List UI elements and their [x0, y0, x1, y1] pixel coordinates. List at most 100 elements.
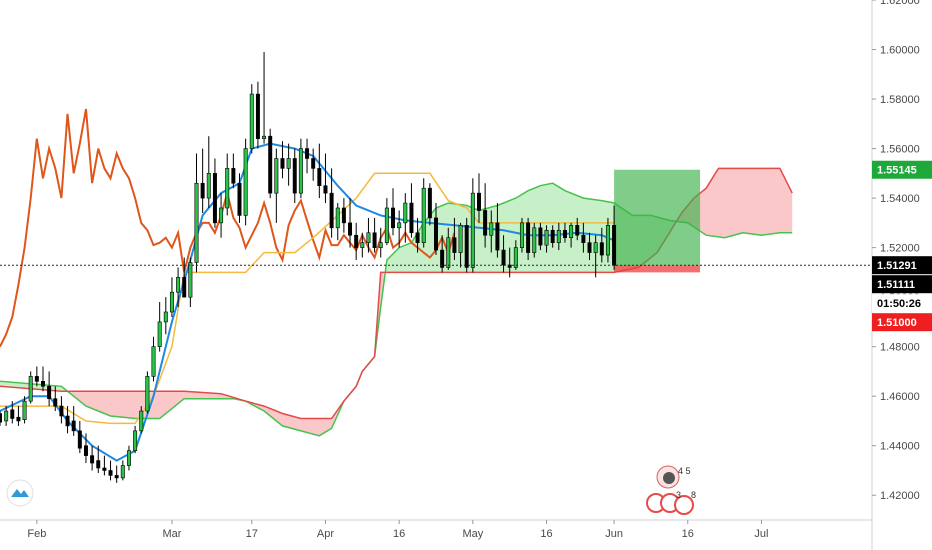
candle-down — [212, 173, 217, 224]
price-tag — [872, 313, 932, 332]
candle-up — [458, 225, 463, 253]
candlestick-series — [0, 52, 617, 483]
tradingview-logo[interactable] — [6, 479, 34, 507]
candle-up — [157, 321, 162, 347]
candle-up — [384, 207, 389, 243]
candle-down — [305, 148, 310, 159]
candle-down — [255, 93, 260, 139]
candle-up — [139, 410, 144, 432]
candle-up — [421, 187, 426, 243]
candle-down — [587, 242, 592, 253]
candle-down — [329, 192, 334, 229]
candle-up — [519, 222, 524, 248]
candle-up — [513, 247, 518, 268]
price-tag-label: 01:50:26 — [877, 298, 921, 310]
candle-up — [176, 277, 181, 293]
candle-up — [4, 410, 9, 422]
stop-loss-zone — [614, 265, 701, 273]
svg-text:3: 3 — [676, 490, 681, 500]
candle-down — [10, 409, 15, 419]
candle-down — [96, 460, 101, 469]
candle-up — [593, 242, 598, 253]
candle-down — [292, 158, 297, 194]
candle-down — [550, 229, 555, 243]
x-tick-label: May — [462, 528, 483, 540]
candle-down — [77, 430, 82, 449]
y-tick-label: 1.54000 — [880, 193, 920, 205]
price-tag-label: 1.55145 — [877, 165, 917, 177]
candle-down — [237, 182, 242, 216]
candle-up — [206, 173, 211, 199]
candle-up — [219, 207, 224, 224]
candle-down — [495, 222, 500, 251]
candle-up — [446, 237, 451, 268]
candle-down — [391, 207, 396, 229]
candle-down — [317, 168, 322, 187]
candle-up — [556, 229, 561, 243]
candle-down — [483, 210, 488, 236]
candle-up — [145, 376, 150, 412]
candle-up — [225, 168, 230, 209]
candle-down — [108, 470, 113, 476]
candle-up — [605, 225, 610, 256]
candle-up — [188, 262, 193, 298]
candle-down — [434, 217, 438, 251]
candle-up — [22, 400, 27, 421]
candle-down — [16, 416, 21, 422]
candle-down — [280, 158, 285, 169]
candle-down — [268, 135, 273, 194]
candle-down — [415, 232, 420, 243]
candle-down — [452, 237, 457, 253]
price-axis[interactable]: 1.420001.440001.460001.480001.500001.520… — [871, 0, 920, 550]
candle-up — [274, 158, 279, 194]
cloud-bear-region — [677, 168, 793, 238]
candle-up — [169, 291, 174, 313]
candle-up — [286, 158, 291, 169]
y-tick-label: 1.60000 — [880, 45, 920, 57]
x-tick-label: 16 — [393, 528, 405, 540]
candle-down — [65, 415, 70, 427]
candle-down — [0, 413, 2, 423]
svg-text:8: 8 — [691, 490, 696, 500]
cloud-bear-region — [247, 401, 343, 436]
candle-up — [397, 222, 402, 229]
candle-down — [581, 234, 586, 243]
candle-down — [348, 222, 353, 236]
candle-up — [243, 148, 248, 216]
y-tick-label: 1.42000 — [880, 490, 920, 502]
y-tick-label: 1.46000 — [880, 391, 920, 403]
candle-up — [262, 135, 267, 139]
candle-up — [249, 93, 254, 149]
candle-down — [47, 385, 52, 399]
candle-down — [538, 227, 543, 246]
candle-up — [28, 376, 33, 402]
candle-down — [311, 158, 316, 169]
long-position-tool[interactable] — [614, 169, 701, 273]
candle-down — [83, 445, 88, 456]
event-badges-icon[interactable]: 4 5 3 8 — [646, 465, 696, 515]
candle-up — [403, 202, 408, 224]
candle-down — [526, 222, 531, 253]
price-tag — [872, 294, 932, 313]
y-tick-label: 1.62000 — [880, 0, 920, 7]
y-tick-label: 1.58000 — [880, 94, 920, 106]
candle-down — [34, 376, 39, 382]
price-tag-label: 1.51291 — [877, 260, 917, 272]
candle-down — [53, 398, 58, 407]
candle-up — [532, 227, 537, 253]
take-profit-zone — [614, 169, 701, 266]
candle-up — [163, 311, 168, 323]
x-tick-label: Mar — [162, 528, 181, 540]
y-tick-label: 1.56000 — [880, 144, 920, 156]
y-tick-label: 1.52000 — [880, 243, 920, 255]
y-tick-label: 1.48000 — [880, 342, 920, 354]
x-tick-label: 16 — [540, 528, 552, 540]
price-tag-label: 1.51000 — [877, 317, 917, 329]
x-tick-label: Jun — [605, 528, 623, 540]
candle-up — [366, 232, 371, 243]
senkou-span-b-line — [0, 167, 793, 420]
candle-down — [182, 277, 187, 298]
candle-up — [360, 242, 365, 248]
time-axis[interactable]: Feb Mar 17 Apr 16 May 16 Jun 16 Jul — [0, 519, 872, 540]
